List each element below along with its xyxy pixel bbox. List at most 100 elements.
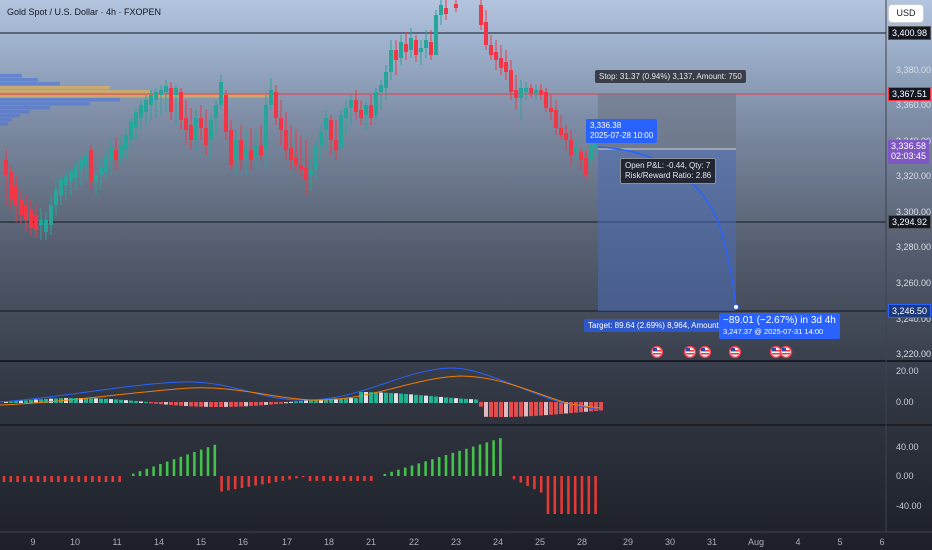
osc1-histogram-bar <box>354 398 358 403</box>
price-tick: 3,240.00 <box>896 314 932 324</box>
candle-body <box>164 86 168 92</box>
osc1-histogram-bar <box>499 402 503 417</box>
osc1-histogram-bar <box>214 402 218 407</box>
osc1-histogram-bar <box>339 398 343 403</box>
osc1-histogram-bar <box>4 402 8 403</box>
support-price-label: 3,294.92 <box>888 215 932 229</box>
us-flag-event-icon[interactable] <box>779 345 793 359</box>
osc1-histogram-bar <box>384 392 388 403</box>
osc1-histogram-bar <box>94 398 98 403</box>
osc1-histogram-bar <box>594 402 598 411</box>
osc1-histogram-bar <box>309 400 313 403</box>
open-pl-label[interactable]: Open P&L: -0.44, Qty: 7 Risk/Reward Rati… <box>620 158 717 184</box>
time-label: 4 <box>795 537 801 547</box>
candle-body <box>284 130 288 150</box>
volume-profile-bar <box>0 82 60 86</box>
candle-body <box>434 15 438 55</box>
osc1-histogram-bar <box>534 402 538 416</box>
osc1-histogram-bar <box>119 399 123 403</box>
osc1-histogram-bar <box>249 402 253 406</box>
time-label: 23 <box>450 537 462 547</box>
osc2-tick: 40.00 <box>896 442 919 452</box>
candle-body <box>184 118 188 130</box>
candle-body <box>444 8 448 14</box>
candle-body <box>249 150 253 160</box>
candle-body <box>514 90 518 98</box>
osc1-histogram-bar <box>444 397 448 403</box>
osc1-histogram-bar <box>289 401 293 403</box>
osc1-histogram-bar <box>9 401 13 403</box>
candle-body <box>414 40 418 55</box>
projection-change: −89.01 (−2.67%) in 3d 4h <box>723 315 836 326</box>
osc1-histogram-bar <box>259 402 263 406</box>
osc2-tick: -40.00 <box>896 501 922 511</box>
price-tick: 3,320.00 <box>896 171 932 181</box>
candle-body <box>219 82 223 105</box>
candle-body <box>179 92 183 120</box>
candle-body <box>79 160 83 170</box>
candle-body <box>544 92 548 108</box>
candle-body <box>74 165 78 178</box>
osc1-histogram-bar <box>364 392 368 403</box>
osc1-histogram-bar <box>24 400 28 403</box>
candle-body <box>139 105 143 118</box>
currency-button[interactable]: USD <box>888 4 924 23</box>
time-label: 16 <box>237 537 249 547</box>
candle-body <box>19 200 23 215</box>
candle-body <box>549 108 553 112</box>
osc1-histogram-bar <box>464 398 468 403</box>
entry-price: 3,336.38 <box>590 121 622 130</box>
osc1-histogram-bar <box>219 402 223 407</box>
osc1-histogram-bar <box>479 402 483 407</box>
osc1-histogram-bar <box>489 402 493 417</box>
candle-body <box>109 148 113 160</box>
osc1-tick: 0.00 <box>896 397 914 407</box>
candle-body <box>539 90 543 95</box>
candle-body <box>204 128 208 145</box>
osc1-histogram-bar <box>314 399 318 403</box>
us-flag-event-icon[interactable] <box>683 345 697 359</box>
stop-info-label[interactable]: Stop: 31.37 (0.94%) 3,137, Amount: 750 <box>595 70 746 83</box>
projection-label[interactable]: −89.01 (−2.67%) in 3d 4h 3,247.37 @ 2025… <box>719 313 840 339</box>
osc1-histogram-bar <box>124 400 128 403</box>
candle-body <box>294 158 298 165</box>
osc1-histogram-bar <box>544 402 548 416</box>
osc1-histogram-bar <box>224 402 228 407</box>
volume-profile-bar <box>0 102 90 106</box>
osc1-histogram-bar <box>269 402 273 405</box>
symbol-title[interactable]: Gold Spot / U.S. Dollar · 4h · FXOPEN <box>7 7 162 17</box>
osc1-histogram-bar <box>299 400 303 403</box>
osc1-histogram-bar <box>279 402 283 404</box>
risk-reward-text: Risk/Reward Ratio: 2.86 <box>625 171 712 180</box>
candle-body <box>314 145 318 170</box>
osc1-histogram-bar <box>319 399 323 403</box>
us-flag-event-icon[interactable] <box>650 345 664 359</box>
entry-price-label[interactable]: 3,336.38 2025-07-28 10:00 <box>586 119 658 143</box>
target-info-label[interactable]: Target: 89.64 (2.69%) 8,964, Amount: <box>584 319 725 332</box>
economic-events[interactable] <box>650 345 793 359</box>
candle-body <box>279 118 283 130</box>
osc1-histogram-bar <box>264 402 268 405</box>
candle-body <box>359 110 363 118</box>
candle-body <box>214 105 218 118</box>
candle-body <box>564 133 568 140</box>
candle-body <box>14 185 18 205</box>
osc1-histogram-bar <box>504 402 508 417</box>
osc1-histogram-bar <box>439 396 443 403</box>
price-tick: 3,280.00 <box>896 242 932 252</box>
osc1-histogram-bar <box>404 393 408 403</box>
us-flag-event-icon[interactable] <box>698 345 712 359</box>
osc1-histogram-bar <box>514 402 518 417</box>
volume-profile-bar <box>0 94 270 98</box>
candle-body <box>494 52 498 60</box>
candle-body <box>244 150 248 158</box>
price-tick: 3,360.00 <box>896 100 932 110</box>
us-flag-event-icon[interactable] <box>769 345 783 359</box>
osc1-histogram-bar <box>494 402 498 417</box>
osc1-histogram-bar <box>204 402 208 407</box>
candle-body <box>534 90 538 94</box>
candle-body <box>559 128 563 135</box>
us-flag-event-icon[interactable] <box>728 345 742 359</box>
candle-body <box>509 70 513 92</box>
